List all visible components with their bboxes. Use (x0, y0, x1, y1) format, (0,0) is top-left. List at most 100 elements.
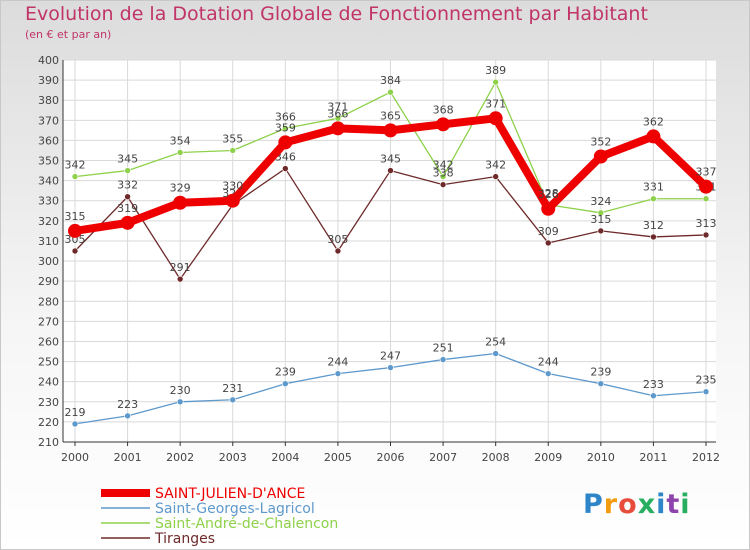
data-point (124, 167, 131, 174)
data-label: 254 (485, 336, 506, 349)
data-label: 219 (65, 406, 86, 419)
data-point (702, 231, 710, 239)
data-point (702, 195, 710, 203)
x-tick-label: 2001 (114, 451, 142, 464)
data-point (387, 167, 394, 174)
data-point (387, 364, 394, 371)
y-tick-label: 370 (38, 114, 59, 127)
data-point (334, 115, 342, 122)
legend-label: Saint-Georges-Lagricol (155, 501, 315, 517)
data-label: 354 (170, 134, 191, 147)
data-label: 329 (170, 182, 191, 195)
data-point (593, 149, 608, 164)
data-point (71, 247, 79, 255)
data-point (492, 78, 499, 86)
data-point (176, 275, 184, 283)
y-tick-label: 300 (38, 255, 59, 268)
logo-letter: r (603, 489, 619, 520)
data-label: 244 (327, 356, 348, 369)
data-point (68, 223, 82, 238)
data-point (699, 179, 713, 194)
data-point (383, 123, 398, 138)
logo-letter: x (637, 489, 657, 520)
legend-label: Tiranges (154, 531, 215, 547)
data-label: 342 (65, 159, 86, 172)
data-point (597, 227, 605, 235)
y-tick-label: 230 (38, 396, 59, 409)
y-tick-label: 220 (38, 416, 59, 429)
legend-label: Saint-André-de-Chalencon (155, 516, 338, 532)
y-tick-label: 380 (38, 94, 59, 107)
data-label: 338 (433, 167, 454, 180)
x-tick-label: 2002 (166, 451, 194, 464)
data-label: 330 (222, 180, 243, 193)
data-point (541, 201, 556, 216)
x-tick-label: 2004 (271, 451, 299, 464)
data-label: 309 (538, 225, 559, 238)
data-point (282, 165, 289, 172)
data-label: 230 (170, 384, 191, 397)
y-tick-label: 340 (38, 175, 59, 188)
data-point (702, 388, 710, 396)
data-point (650, 195, 657, 203)
data-label: 368 (433, 103, 454, 116)
data-label: 319 (117, 202, 138, 215)
data-point (439, 181, 447, 188)
data-point (334, 247, 342, 255)
data-label: 359 (275, 121, 296, 134)
data-label: 366 (327, 107, 348, 120)
y-tick-label: 210 (38, 436, 59, 449)
x-tick-label: 2012 (692, 451, 720, 464)
data-point (330, 121, 345, 136)
y-tick-label: 320 (38, 215, 59, 228)
data-point (544, 370, 552, 377)
data-point (492, 173, 499, 180)
data-point (173, 195, 188, 210)
y-tick-label: 290 (38, 275, 59, 288)
y-tick-label: 390 (38, 74, 59, 87)
data-point (71, 173, 79, 180)
y-tick-label: 350 (38, 155, 59, 168)
data-point (650, 392, 657, 400)
data-point (225, 193, 240, 208)
y-tick-label: 400 (38, 54, 59, 67)
data-label: 223 (117, 398, 138, 411)
logo-letter: i (656, 489, 667, 520)
y-tick-label: 330 (38, 195, 59, 208)
data-label: 384 (380, 74, 401, 87)
data-point (646, 129, 661, 144)
data-point (124, 412, 131, 420)
x-tick-label: 2005 (324, 451, 352, 464)
x-tick-label: 2006 (377, 451, 405, 464)
y-tick-label: 360 (38, 134, 59, 147)
x-tick-label: 2008 (482, 451, 510, 464)
data-label: 231 (222, 382, 243, 395)
data-label: 244 (538, 356, 559, 369)
data-point (282, 380, 289, 387)
x-tick-label: 2007 (429, 451, 457, 464)
data-point (124, 193, 131, 201)
data-point (387, 88, 394, 96)
data-label: 305 (327, 233, 348, 246)
logo-letter: i (680, 489, 691, 520)
data-label: 345 (380, 153, 401, 166)
x-tick-label: 2003 (219, 451, 247, 464)
x-tick-label: 2010 (587, 451, 615, 464)
data-label: 355 (222, 132, 243, 145)
x-tick-label: 2011 (639, 451, 667, 464)
y-tick-label: 250 (38, 356, 59, 369)
data-point (439, 356, 447, 363)
proxiti-logo: Proxiti (583, 489, 691, 520)
data-label: 352 (590, 136, 611, 149)
data-point (176, 149, 184, 156)
data-label: 345 (117, 153, 138, 166)
data-label: 247 (380, 350, 401, 363)
chart-subtitle: (en € et par an) (25, 28, 112, 41)
data-label: 332 (117, 179, 138, 192)
data-label: 291 (170, 261, 191, 274)
data-point (176, 398, 184, 406)
logo-letter: t (666, 489, 681, 520)
data-point (71, 420, 79, 428)
data-point (120, 215, 135, 230)
